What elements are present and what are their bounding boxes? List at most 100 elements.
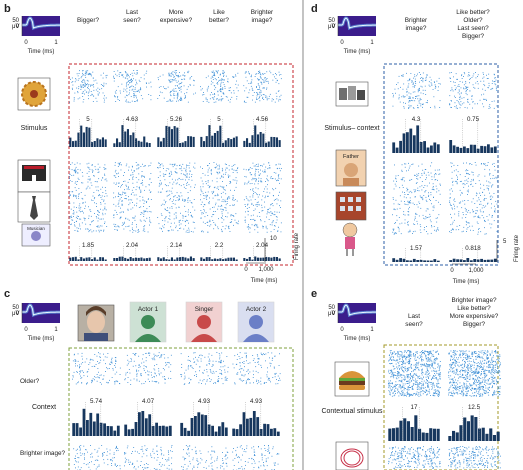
spike [430, 364, 432, 366]
psth-bar [480, 258, 483, 262]
spike [277, 230, 279, 232]
spike [222, 79, 224, 81]
spike [164, 376, 165, 377]
spike [248, 168, 250, 170]
face-name: Actor 2 [246, 306, 267, 313]
spike [135, 468, 137, 470]
spike [390, 369, 391, 371]
spike [90, 456, 92, 458]
spike [435, 185, 437, 187]
spike [457, 176, 458, 178]
spike [218, 99, 220, 101]
spike [189, 460, 191, 462]
spike [83, 212, 84, 214]
spike [205, 98, 207, 100]
spike [420, 207, 422, 209]
spike [414, 91, 416, 93]
spike [477, 233, 479, 235]
spike [221, 373, 223, 375]
spike [89, 359, 91, 361]
spike [104, 208, 106, 210]
spike [186, 166, 187, 168]
spike [132, 462, 134, 464]
psth-bar [409, 128, 413, 153]
spike [453, 199, 455, 201]
spike [133, 95, 135, 96]
spike [454, 97, 456, 98]
spike [483, 73, 484, 75]
spike [143, 365, 145, 367]
spike [101, 88, 103, 90]
spike [84, 73, 86, 75]
spike [407, 214, 409, 216]
spike [414, 74, 416, 76]
spike [409, 201, 410, 203]
spike [101, 195, 103, 197]
spike [221, 228, 222, 230]
spike [116, 446, 117, 448]
spike [195, 453, 197, 455]
spike [158, 79, 159, 81]
spike [401, 75, 402, 77]
psth-bar [232, 257, 235, 261]
spike [176, 85, 178, 86]
spike [417, 190, 419, 191]
spike [132, 229, 133, 230]
spike [136, 81, 137, 83]
spike [186, 452, 187, 454]
spike [225, 204, 227, 206]
spike [260, 465, 262, 467]
spike [416, 367, 418, 369]
spike [494, 166, 495, 167]
spike [197, 466, 199, 468]
spike [424, 185, 426, 186]
spike [236, 453, 237, 455]
spike [214, 96, 215, 98]
spike [272, 220, 274, 221]
spike [138, 164, 140, 166]
spike [212, 193, 213, 195]
spike [176, 182, 178, 184]
spike [417, 89, 419, 91]
spike [410, 387, 411, 388]
spike [90, 454, 92, 455]
spike [250, 219, 251, 220]
spike [408, 374, 410, 375]
spike [156, 450, 158, 452]
spike [464, 207, 466, 209]
spike [257, 89, 259, 90]
spike [225, 96, 227, 97]
spike [449, 72, 451, 74]
spike [101, 179, 102, 181]
psth-bar [406, 132, 409, 153]
spike [488, 82, 490, 84]
spike [419, 387, 421, 389]
spike [435, 179, 437, 180]
spike [222, 460, 224, 461]
spike [458, 90, 460, 92]
spike [233, 164, 234, 166]
spike [398, 364, 400, 366]
spike [112, 460, 113, 462]
spike [258, 381, 260, 383]
spike [69, 177, 70, 179]
spike [165, 216, 167, 217]
spike [208, 203, 210, 205]
spike [266, 175, 268, 177]
spike [403, 107, 405, 109]
spike [468, 191, 469, 193]
spike [403, 211, 405, 213]
spike [78, 197, 80, 199]
spike [265, 225, 267, 227]
spike [107, 451, 108, 453]
spike [145, 72, 147, 74]
spike [173, 196, 175, 198]
spike [472, 185, 474, 187]
spike [264, 80, 266, 82]
spike [210, 370, 212, 372]
spike [102, 77, 104, 79]
spike [475, 164, 477, 166]
spike [419, 186, 421, 188]
spike [162, 368, 164, 369]
spike [401, 365, 403, 367]
